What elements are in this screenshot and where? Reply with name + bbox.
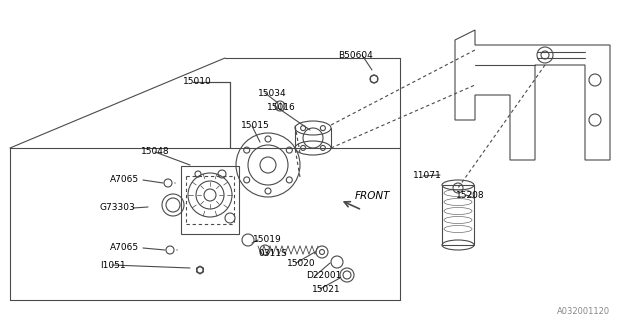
Text: G73303: G73303	[100, 204, 136, 212]
Text: 15021: 15021	[312, 284, 340, 293]
Text: 15015: 15015	[241, 122, 269, 131]
Text: I1051: I1051	[100, 260, 125, 269]
Bar	[181, 166, 239, 234]
Bar	[442, 185, 474, 245]
Text: 15019: 15019	[253, 236, 282, 244]
Text: 15048: 15048	[141, 148, 170, 156]
Text: 15208: 15208	[456, 190, 484, 199]
Text: 15034: 15034	[258, 89, 287, 98]
Text: A7065: A7065	[110, 244, 139, 252]
Text: 15010: 15010	[183, 77, 212, 86]
Text: A032001120: A032001120	[557, 307, 610, 316]
Text: FRONT: FRONT	[355, 191, 390, 201]
Text: D22001: D22001	[306, 271, 341, 281]
Text: B50604: B50604	[338, 51, 372, 60]
Text: 15016: 15016	[267, 103, 296, 113]
Text: A7065: A7065	[110, 175, 139, 185]
Text: 0311S: 0311S	[258, 250, 287, 259]
Text: 11071: 11071	[413, 172, 442, 180]
Text: 15020: 15020	[287, 259, 316, 268]
